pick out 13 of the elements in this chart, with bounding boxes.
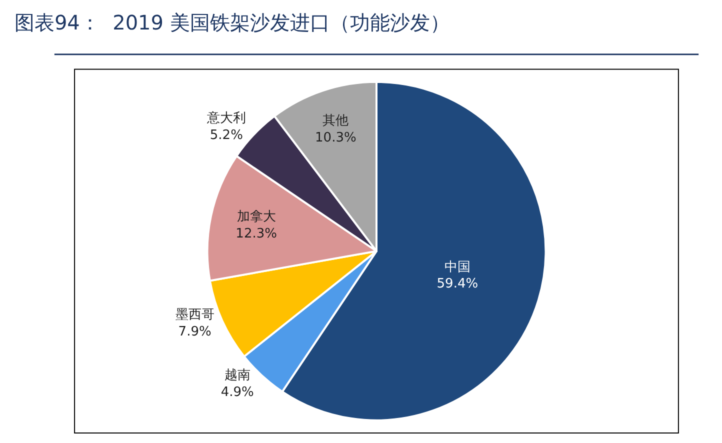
slice-label: 越南 bbox=[224, 368, 250, 384]
data-label: 59.4% bbox=[436, 276, 478, 292]
data-label: 4.9% bbox=[220, 385, 254, 400]
slice-label: 加拿大 bbox=[236, 209, 276, 224]
slice-label: 墨西哥 bbox=[175, 307, 214, 322]
data-label: 5.2% bbox=[210, 128, 243, 143]
chart-title: 图表94： 2019 美国铁架沙发进口（功能沙发） bbox=[14, 10, 450, 35]
data-label: 12.3% bbox=[236, 226, 277, 242]
data-label: 7.9% bbox=[178, 324, 212, 340]
slice-label: 中国 bbox=[444, 260, 470, 275]
slice-label: 意大利 bbox=[206, 110, 246, 126]
slice-label: 其他 bbox=[322, 113, 349, 128]
data-label: 10.3% bbox=[315, 130, 356, 146]
